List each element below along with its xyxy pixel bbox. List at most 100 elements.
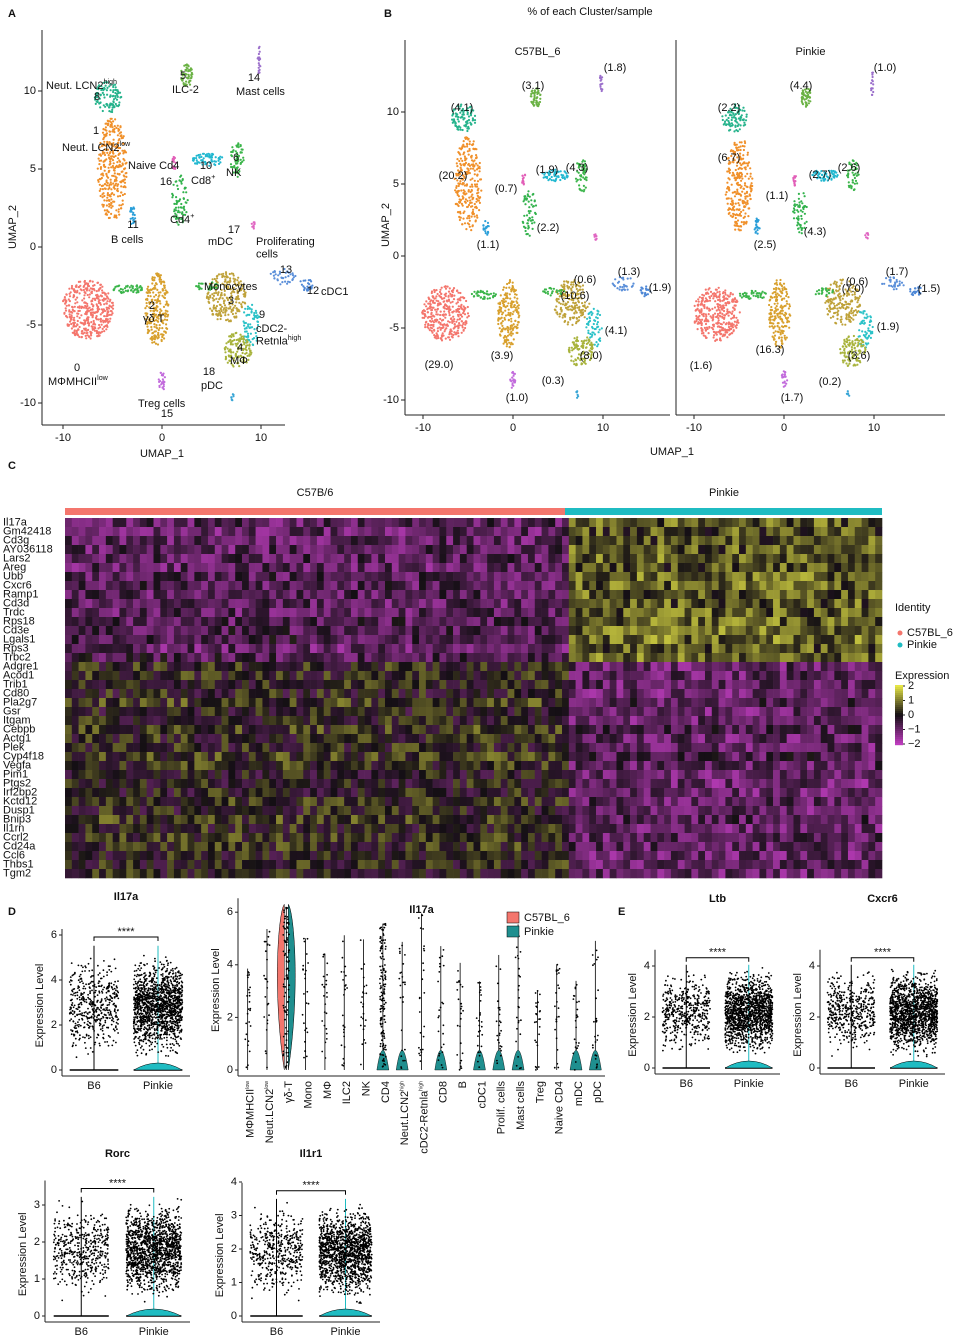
cell-dot [733,304,736,307]
cell-dot [103,303,106,306]
x-tick-label: -10 [415,422,431,434]
cell-dot [245,351,248,355]
cell-dot [121,149,124,152]
cell-dot [113,127,116,131]
cell-dot [472,143,475,146]
cell-dot [106,86,109,89]
cell-dot [913,290,917,293]
cell-dot [827,309,831,312]
cell-dot [460,202,463,205]
cell-dot [121,288,124,291]
cell-dot [588,316,591,319]
cell-dot [224,314,227,317]
cell-dot [136,289,139,292]
cell-dot [206,295,209,298]
cluster-name: mDC [208,236,233,248]
cell-dot [254,309,257,312]
cell-dot [544,291,547,294]
cell-dot [113,125,116,128]
cell-dot [97,157,100,160]
cell-dot [575,343,578,346]
cell-dot [197,154,200,157]
cluster-name: MΦMHCIIlow [48,374,109,388]
cell-dot [468,225,471,228]
cell-dot [737,184,740,187]
cell-dot [245,344,248,347]
cell-dot [722,321,725,324]
cell-dot [736,190,739,193]
cell-dot [693,304,696,307]
cell-dot [107,166,110,169]
cell-dot [479,178,482,181]
cell-dot [462,191,465,195]
cell-dot [529,95,532,98]
cell-dot [462,163,465,167]
cell-dot [643,293,647,296]
cell-dot [739,194,743,197]
cell-dot [81,305,84,309]
cell-dot [218,298,221,301]
cell-dot [511,332,514,335]
cell-dot [841,303,844,306]
cell-dot [870,87,873,90]
cell-dot [475,197,478,201]
cell-dot [104,128,107,131]
cell-dot [471,193,474,196]
cell-dot [80,335,83,339]
cluster-name-line: Cd4 [170,214,190,226]
panel-letter: D [8,906,16,918]
panel-title: % of each Cluster/sample [527,6,652,18]
cell-dot [462,211,465,215]
cell-dot [456,118,459,121]
cell-dot [432,299,435,302]
cell-dot [458,317,462,320]
cell-dot [701,318,704,321]
cell-dot [829,297,833,301]
cell-dot [456,190,459,193]
cell-dot [736,188,739,191]
cell-dot [197,282,201,285]
cell-dot [746,164,749,167]
cell-dot [215,297,218,300]
cell-dot [577,319,581,322]
cell-dot [510,317,513,320]
cell-dot [453,318,456,321]
cell-dot [805,102,808,105]
cell-dot [459,305,462,308]
cell-dot [221,156,224,159]
cell-dot [163,296,166,300]
cell-dot [467,115,471,118]
cell-dot [514,319,517,322]
cell-dot [459,216,462,219]
cell-dot [175,202,178,205]
cell-dot [239,151,242,154]
panel-letter: C [8,460,16,472]
cell-dot [851,181,855,184]
cell-dot [182,197,185,200]
cell-dot [737,225,741,228]
cell-dot [455,185,458,188]
cell-dot [424,313,427,316]
cell-dot [724,120,727,123]
cell-dot [525,214,529,217]
cell-dot [523,198,526,201]
cell-dot [521,220,524,223]
cell-dot [110,313,113,316]
cell-dot [706,291,709,294]
cell-dot [596,323,599,326]
cell-dot [563,280,566,283]
y-tick-label: 5 [393,178,399,190]
cell-dot [437,336,440,340]
cell-dot [79,288,82,291]
cell-dot [211,313,214,316]
cell-dot [122,291,125,294]
cell-dot [509,378,512,381]
cell-dot [845,314,848,317]
cluster-name-sup: high [103,78,117,86]
cell-dot [504,309,507,312]
cell-dot [253,314,256,317]
cell-dot [797,197,801,200]
cell-dot [434,335,438,338]
cell-dot [735,192,738,196]
cell-dot [248,313,251,316]
